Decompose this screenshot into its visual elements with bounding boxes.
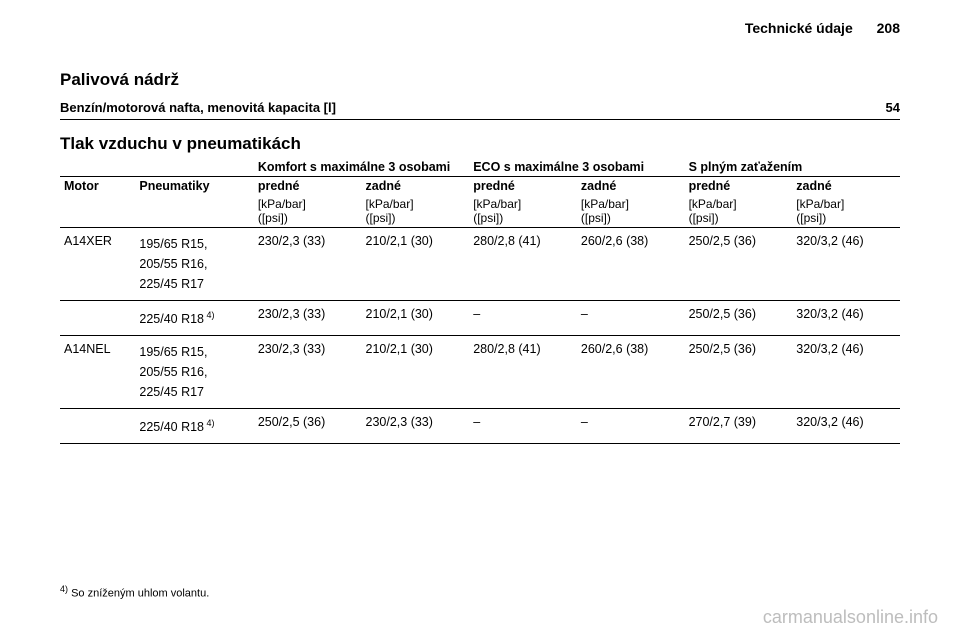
cell-motor: A14XER	[60, 228, 135, 301]
col-f-front: predné	[685, 177, 793, 196]
col-e-rear: zadné	[577, 177, 685, 196]
cell-value: 230/2,3 (33)	[362, 409, 470, 444]
cell-value: 250/2,5 (36)	[685, 336, 793, 409]
watermark: carmanualsonline.info	[763, 607, 938, 628]
unit-cell: [kPa/bar]([psi])	[254, 195, 362, 228]
cell-value: 210/2,1 (30)	[362, 336, 470, 409]
cell-value: 250/2,5 (36)	[254, 409, 362, 444]
fuel-title: Palivová nádrž	[60, 70, 900, 90]
unit-cell: [kPa/bar]([psi])	[469, 195, 577, 228]
col-group-eco: ECO s maximálne 3 osobami	[469, 158, 684, 177]
cell-value: 250/2,5 (36)	[685, 301, 793, 336]
cell-tires: 225/40 R18 4)	[135, 301, 253, 336]
col-c-front: predné	[254, 177, 362, 196]
cell-value: 320/3,2 (46)	[792, 336, 900, 409]
cell-value: 230/2,3 (33)	[254, 301, 362, 336]
cell-value: –	[469, 409, 577, 444]
col-f-rear: zadné	[792, 177, 900, 196]
col-tires: Pneumatiky	[135, 177, 253, 196]
cell-motor	[60, 409, 135, 444]
cell-value: 270/2,7 (39)	[685, 409, 793, 444]
cell-value: 250/2,5 (36)	[685, 228, 793, 301]
page-header: Technické údaje 208	[745, 20, 900, 36]
header-page: 208	[877, 20, 900, 36]
cell-value: 320/3,2 (46)	[792, 409, 900, 444]
col-group-full: S plným zaťažením	[685, 158, 900, 177]
col-group-comfort: Komfort s maximálne 3 osobami	[254, 158, 469, 177]
cell-value: 280/2,8 (41)	[469, 228, 577, 301]
cell-value: 210/2,1 (30)	[362, 228, 470, 301]
cell-value: –	[469, 301, 577, 336]
unit-cell: [kPa/bar]([psi])	[362, 195, 470, 228]
col-e-front: predné	[469, 177, 577, 196]
footnote: 4) So zníženým uhlom volantu.	[60, 584, 209, 600]
fuel-label: Benzín/motorová nafta, menovitá kapacita…	[60, 96, 850, 120]
table-row: 225/40 R18 4)230/2,3 (33)210/2,1 (30)––2…	[60, 301, 900, 336]
col-c-rear: zadné	[362, 177, 470, 196]
cell-value: –	[577, 301, 685, 336]
unit-cell: [kPa/bar]([psi])	[685, 195, 793, 228]
footnote-mark: 4)	[60, 584, 68, 594]
cell-tires: 225/40 R18 4)	[135, 409, 253, 444]
table-row: A14NEL195/65 R15,205/55 R16,225/45 R1723…	[60, 336, 900, 409]
fuel-table: Benzín/motorová nafta, menovitá kapacita…	[60, 96, 900, 120]
cell-value: 230/2,3 (33)	[254, 336, 362, 409]
unit-cell: [kPa/bar]([psi])	[577, 195, 685, 228]
cell-value: 260/2,6 (38)	[577, 336, 685, 409]
cell-value: 230/2,3 (33)	[254, 228, 362, 301]
cell-value: 320/3,2 (46)	[792, 228, 900, 301]
header-section: Technické údaje	[745, 20, 853, 36]
unit-cell: [kPa/bar]([psi])	[792, 195, 900, 228]
cell-motor	[60, 301, 135, 336]
table-row: A14XER195/65 R15,205/55 R16,225/45 R1723…	[60, 228, 900, 301]
table-row: 225/40 R18 4)250/2,5 (36)230/2,3 (33)––2…	[60, 409, 900, 444]
cell-tires: 195/65 R15,205/55 R16,225/45 R17	[135, 336, 253, 409]
cell-value: 280/2,8 (41)	[469, 336, 577, 409]
cell-value: –	[577, 409, 685, 444]
cell-value: 260/2,6 (38)	[577, 228, 685, 301]
footnote-text: So zníženým uhlom volantu.	[71, 588, 209, 600]
tire-title: Tlak vzduchu v pneumatikách	[60, 134, 900, 154]
col-motor: Motor	[60, 177, 135, 196]
cell-value: 210/2,1 (30)	[362, 301, 470, 336]
tire-table: Komfort s maximálne 3 osobami ECO s maxi…	[60, 158, 900, 444]
cell-value: 320/3,2 (46)	[792, 301, 900, 336]
cell-tires: 195/65 R15,205/55 R16,225/45 R17	[135, 228, 253, 301]
fuel-value: 54	[850, 96, 900, 120]
cell-motor: A14NEL	[60, 336, 135, 409]
